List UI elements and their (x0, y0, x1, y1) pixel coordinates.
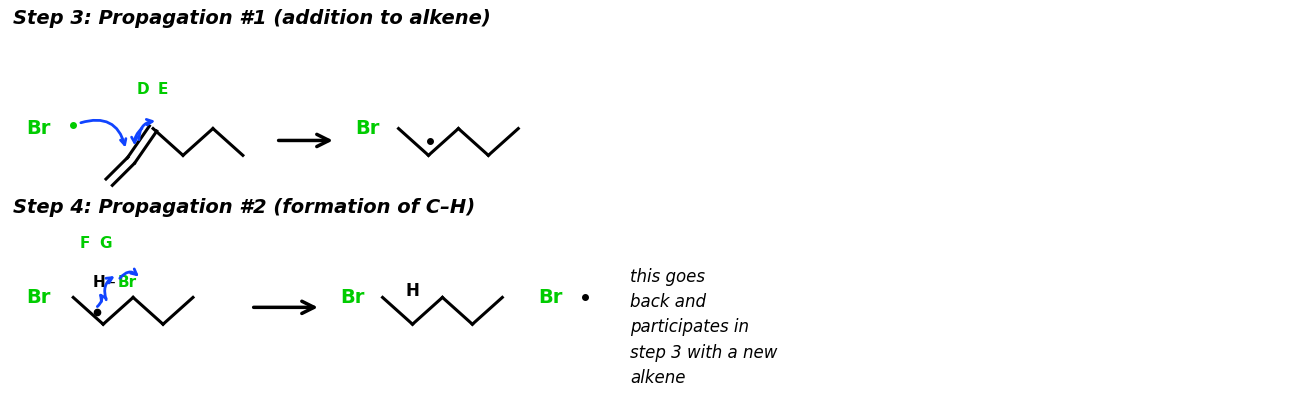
Text: Br: Br (26, 119, 51, 138)
Text: –: – (108, 275, 114, 290)
Text: alkene: alkene (630, 369, 685, 387)
Text: back and: back and (630, 293, 706, 311)
Text: H: H (406, 283, 420, 301)
Text: Step 4: Propagation #2 (formation of C–H): Step 4: Propagation #2 (formation of C–H… (13, 198, 476, 217)
Text: H: H (92, 275, 105, 290)
Text: F: F (81, 236, 91, 251)
Text: Br: Br (26, 288, 51, 307)
Text: this goes: this goes (630, 268, 705, 285)
Text: Br: Br (538, 288, 563, 307)
Text: Br: Br (341, 288, 365, 307)
Text: Br: Br (117, 275, 136, 290)
Text: Br: Br (356, 119, 380, 138)
Text: Step 3: Propagation #1 (addition to alkene): Step 3: Propagation #1 (addition to alke… (13, 9, 491, 28)
Text: E: E (157, 82, 168, 97)
Text: step 3 with a new: step 3 with a new (630, 344, 777, 362)
Text: participates in: participates in (630, 318, 749, 336)
Text: G: G (99, 236, 112, 251)
Text: D: D (136, 82, 150, 97)
